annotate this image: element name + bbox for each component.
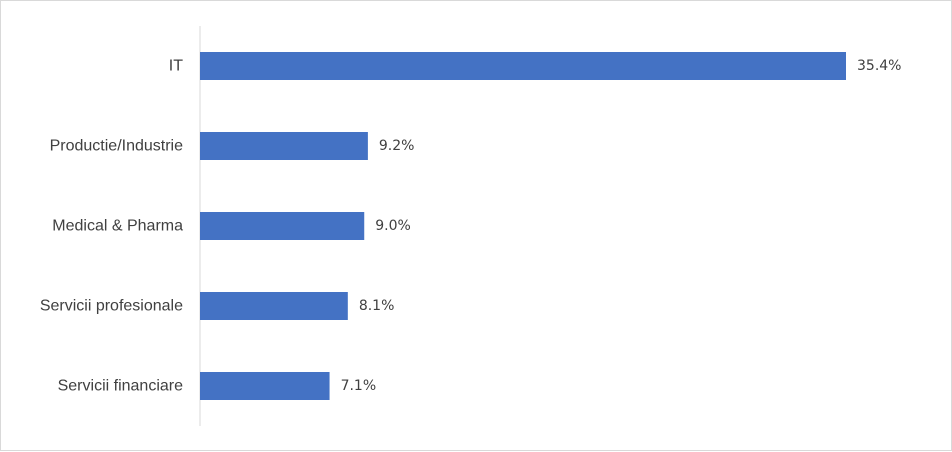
bar [200, 292, 348, 320]
bar [200, 212, 365, 240]
data-label: 7.1% [341, 378, 377, 394]
category-tick-label: Medical & Pharma [52, 218, 183, 235]
data-label: 9.2% [379, 138, 415, 154]
bar [200, 52, 846, 80]
category-tick-label: IT [169, 58, 183, 75]
data-label: 9.0% [375, 218, 411, 234]
bar [200, 372, 330, 400]
category-tick-label: Servicii profesionale [40, 298, 183, 315]
data-label: 35.4% [857, 58, 901, 74]
category-tick-label: Productie/Industrie [50, 138, 184, 155]
bar [200, 132, 368, 160]
category-tick-label: Servicii financiare [58, 378, 183, 395]
data-label: 8.1% [359, 298, 395, 314]
